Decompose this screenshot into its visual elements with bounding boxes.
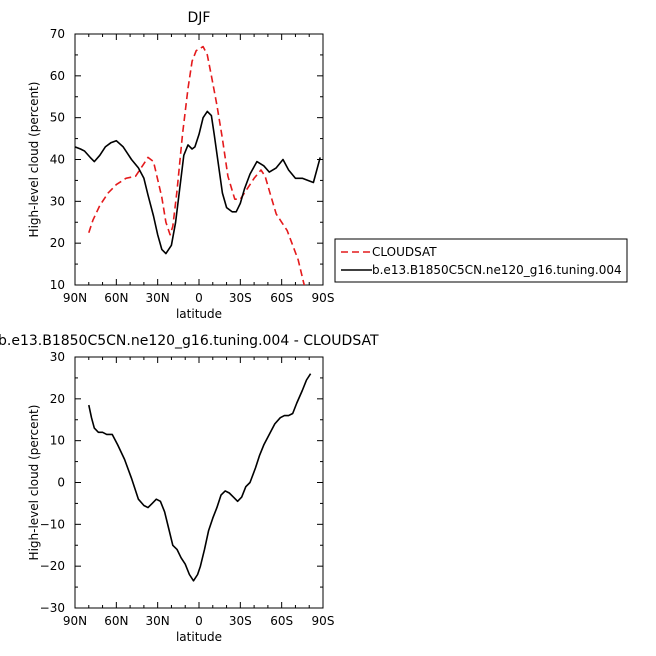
y-tick-label: 30	[50, 350, 65, 364]
chart-title: DJF	[188, 10, 211, 26]
difference-panel-chart: 90N 60N 30N 0 30S 60S 90S −30 −20 −10 0 10 20 30b.e13…	[0, 333, 379, 644]
y-tick-label: 10	[50, 278, 65, 292]
x-tick-label: 30N	[146, 291, 170, 305]
x-tick-label: 30N	[146, 614, 170, 628]
y-tick-label: −30	[40, 601, 65, 615]
x-tick-label: 90S	[312, 291, 335, 305]
y-axis-label: High-level cloud (percent)	[27, 82, 41, 238]
x-tick-label: 0	[195, 614, 203, 628]
y-tick-label: −10	[40, 517, 65, 531]
y-tick-label: 10	[50, 434, 65, 448]
y-tick-label: 50	[50, 111, 65, 125]
y-tick-label: 60	[50, 69, 65, 83]
plot-frame	[74, 33, 324, 286]
x-tick-label: 90S	[312, 614, 335, 628]
x-tick-label: 30S	[229, 291, 252, 305]
x-tick-label: 90N	[63, 614, 87, 628]
legend-entry: b.e13.B1850C5CN.ne120_g16.tuning.004	[372, 263, 622, 277]
y-tick-label: 40	[50, 153, 65, 167]
y-tick-label: 70	[50, 27, 65, 41]
y-tick-label: 0	[57, 476, 65, 490]
x-tick-label: 60N	[104, 291, 128, 305]
x-tick-label: 60N	[104, 614, 128, 628]
y-tick-label: 20	[50, 392, 65, 406]
top-panel-chart: 90N 60N 30N 0 30S 60S 90S 10 20 30 40 50 60 70 DJF lati…	[27, 10, 334, 321]
y-tick-label: 30	[50, 194, 65, 208]
x-tick-label: 60S	[270, 291, 293, 305]
y-tick-label: −20	[40, 559, 65, 573]
x-axis-label: latitude	[176, 307, 222, 321]
y-axis-label: High-level cloud (percent)	[27, 405, 41, 561]
series-line-1	[75, 110, 321, 255]
legend-entry: CLOUDSAT	[372, 245, 437, 259]
legend-box	[334, 238, 628, 283]
legend: CLOUDSAT b.e13.B1850C5CN.ne120_g16.tuning…	[334, 238, 628, 283]
x-tick-label: 0	[195, 291, 203, 305]
x-tick-label: 30S	[229, 614, 252, 628]
x-axis-label: latitude	[176, 630, 222, 644]
x-tick-label: 90N	[63, 291, 87, 305]
series-line-0	[88, 373, 312, 582]
x-tick-label: 60S	[270, 614, 293, 628]
series-line-0	[88, 45, 306, 285]
chart-title: b.e13.B1850C5CN.ne120_g16.tuning.004 - C…	[0, 333, 379, 349]
y-tick-label: 20	[50, 236, 65, 250]
